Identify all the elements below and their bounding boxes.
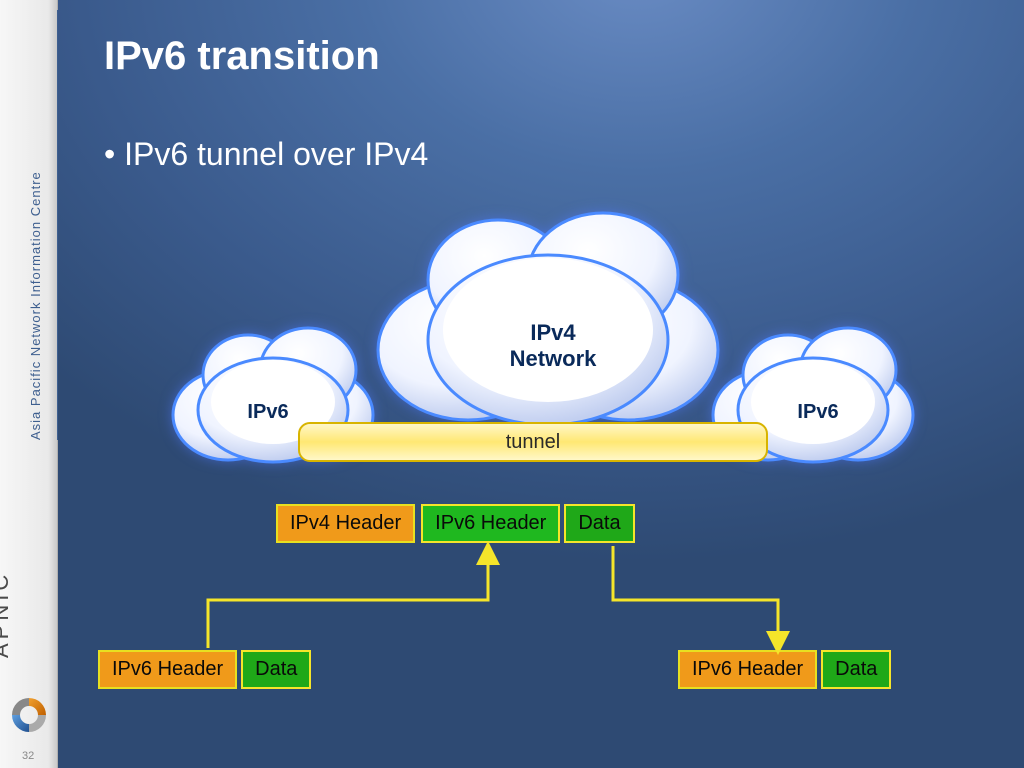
packet-encapsulated: IPv4 Header IPv6 Header Data: [276, 504, 635, 543]
pkt-data: Data: [564, 504, 634, 543]
pkt-left-ipv6-header: IPv6 Header: [98, 650, 237, 689]
packet-right: IPv6 Header Data: [678, 650, 891, 689]
cloud-center-label: IPv4 Network: [478, 320, 628, 373]
slide-number: 32: [22, 750, 34, 762]
bullet-text: IPv6 tunnel over IPv4: [104, 136, 428, 173]
sidebar-org-text: Asia Pacific Network Information Centre: [28, 171, 43, 440]
slide-title: IPv6 transition: [104, 34, 380, 79]
pkt-ipv4-header: IPv4 Header: [276, 504, 415, 543]
tunnel-bar: tunnel: [298, 422, 768, 462]
cloud-left-label: IPv6: [228, 400, 308, 424]
slide-body: IPv6 transition IPv6 tunnel over IPv4 IP…: [58, 0, 1024, 768]
apnic-logo-icon: [8, 694, 50, 736]
pkt-ipv6-header: IPv6 Header: [421, 504, 560, 543]
cloud-center-line2: Network: [510, 346, 597, 371]
apnic-acronym: APNIC: [0, 571, 14, 658]
pkt-right-data: Data: [821, 650, 891, 689]
cloud-right-label: IPv6: [778, 400, 858, 424]
packet-left: IPv6 Header Data: [98, 650, 311, 689]
cloud-center-line1: IPv4: [530, 320, 575, 345]
sidebar: Asia Pacific Network Information Centre …: [0, 0, 58, 768]
pkt-left-data: Data: [241, 650, 311, 689]
pkt-right-ipv6-header: IPv6 Header: [678, 650, 817, 689]
